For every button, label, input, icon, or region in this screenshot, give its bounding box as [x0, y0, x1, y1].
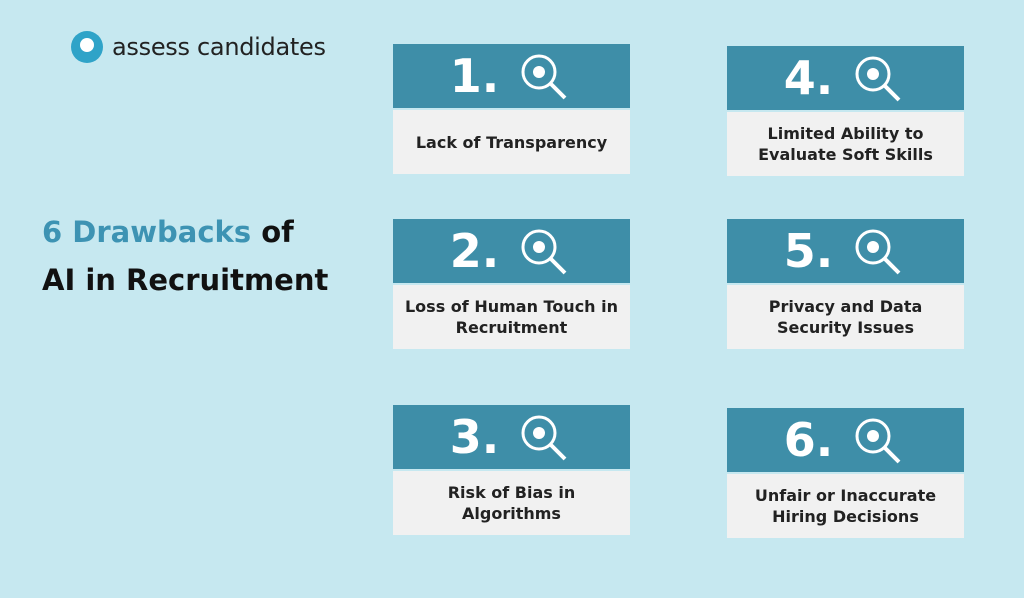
- card-header: 6.: [727, 408, 964, 472]
- logo-text: assess candidates: [112, 33, 326, 61]
- card-header: 4.: [727, 46, 964, 110]
- card: 4. Limited Ability to Evaluate Soft Skill…: [727, 46, 964, 176]
- card: 3. Risk of Bias in Algorithms: [393, 405, 630, 535]
- card-header: 2.: [393, 219, 630, 283]
- card-number: 1.: [449, 49, 500, 103]
- card-label: Limited Ability to Evaluate Soft Skills: [727, 112, 964, 176]
- card-number: 3.: [449, 410, 500, 464]
- card-label: Loss of Human Touch in Recruitment: [393, 285, 630, 349]
- card-number: 6.: [783, 413, 834, 467]
- card: 1. Lack of Transparency: [393, 44, 630, 174]
- card-label: Risk of Bias in Algorithms: [393, 471, 630, 535]
- card-number: 2.: [449, 224, 500, 278]
- card-icon: [521, 54, 567, 100]
- title-rest: of: [261, 215, 294, 249]
- card-icon: [521, 229, 567, 275]
- card-icon: [855, 229, 901, 275]
- card-header: 1.: [393, 44, 630, 108]
- title-highlight: 6 Drawbacks: [42, 215, 252, 249]
- card-icon: [521, 415, 567, 461]
- logo-icon: [71, 31, 103, 63]
- title-line2: AI in Recruitment: [42, 263, 329, 297]
- card-header: 3.: [393, 405, 630, 469]
- card-icon: [855, 56, 901, 102]
- card-header: 5.: [727, 219, 964, 283]
- title-line: 6 Drawbacks of: [42, 208, 328, 256]
- card: 2. Loss of Human Touch in Recruitment: [393, 219, 630, 349]
- card: 5. Privacy and Data Security Issues: [727, 219, 964, 349]
- title: 6 Drawbacks of AI in Recruitment: [42, 208, 328, 304]
- card-number: 4.: [783, 51, 834, 105]
- card-number: 5.: [783, 224, 834, 278]
- logo: assess candidates: [70, 30, 326, 64]
- card-icon: [855, 418, 901, 464]
- card-label: Unfair or Inaccurate Hiring Decisions: [727, 474, 964, 538]
- card-label: Lack of Transparency: [393, 110, 630, 174]
- card: 6. Unfair or Inaccurate Hiring Decisions: [727, 408, 964, 538]
- card-label: Privacy and Data Security Issues: [727, 285, 964, 349]
